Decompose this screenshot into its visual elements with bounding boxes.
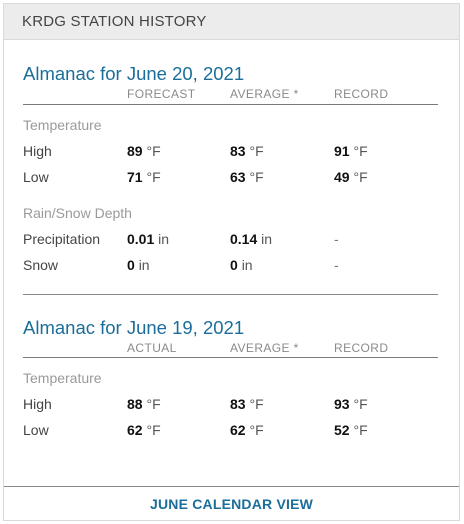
row-label-high: High [23, 143, 52, 159]
almanac-today-section: Almanac for June 20, 2021 FORECAST AVERA… [4, 40, 459, 295]
card-header: KRDG STATION HISTORY [4, 4, 459, 40]
temperature-group-label: Temperature [23, 117, 102, 133]
section-divider [23, 294, 438, 295]
snow-average-value: 0 in [230, 257, 253, 273]
almanac-today-title: Almanac for June 20, 2021 [23, 63, 245, 84]
column-header-actual: ACTUAL [127, 341, 177, 355]
table-row-high: High 88 °F 83 °F 93 °F [23, 391, 459, 417]
low-forecast-value: 71 °F [127, 169, 161, 185]
column-header-average: AVERAGE * [230, 341, 299, 355]
temperature-group-label: Temperature [23, 370, 102, 386]
row-label-snow: Snow [23, 257, 59, 273]
column-header-record: RECORD [334, 341, 389, 355]
station-history-card: KRDG STATION HISTORY Almanac for June 20… [3, 3, 460, 521]
column-header-forecast: FORECAST [127, 87, 196, 101]
column-header-record: RECORD [334, 87, 389, 101]
row-label-precipitation: Precipitation [23, 231, 101, 247]
low-average-value: 62 °F [230, 422, 264, 438]
high-average-value: 83 °F [230, 143, 264, 159]
high-record-value: 91 °F [334, 143, 368, 159]
card-title: KRDG STATION HISTORY [22, 13, 207, 30]
precip-record-value: - [334, 231, 339, 247]
low-record-value: 49 °F [334, 169, 368, 185]
low-average-value: 63 °F [230, 169, 264, 185]
column-header-average: AVERAGE * [230, 87, 299, 101]
card-footer: JUNE CALENDAR VIEW [4, 486, 459, 520]
row-label-high: High [23, 396, 52, 412]
snow-record-value: - [334, 257, 339, 273]
table-row-low: Low 71 °F 63 °F 49 °F [23, 164, 459, 190]
table-row-high: High 89 °F 83 °F 91 °F [23, 138, 459, 164]
table-row-low: Low 62 °F 62 °F 52 °F [23, 417, 459, 443]
high-actual-value: 88 °F [127, 396, 161, 412]
low-actual-value: 62 °F [127, 422, 161, 438]
table-row-precipitation: Precipitation 0.01 in 0.14 in - [23, 226, 459, 252]
high-forecast-value: 89 °F [127, 143, 161, 159]
almanac-yesterday-section: Almanac for June 19, 2021 ACTUAL AVERAGE… [4, 295, 459, 443]
precip-forecast-value: 0.01 in [127, 231, 170, 247]
row-label-low: Low [23, 169, 49, 185]
almanac-yesterday-column-headers: ACTUAL AVERAGE * RECORD [23, 339, 459, 361]
precip-group-label: Rain/Snow Depth [23, 205, 132, 221]
calendar-view-link[interactable]: JUNE CALENDAR VIEW [149, 495, 314, 512]
header-rule [23, 104, 438, 105]
high-record-value: 93 °F [334, 396, 368, 412]
almanac-today-column-headers: FORECAST AVERAGE * RECORD [23, 85, 459, 107]
low-record-value: 52 °F [334, 422, 368, 438]
high-average-value: 83 °F [230, 396, 264, 412]
row-label-low: Low [23, 422, 49, 438]
table-row-snow: Snow 0 in 0 in - [23, 252, 459, 278]
header-rule [23, 357, 438, 358]
precip-average-value: 0.14 in [230, 231, 273, 247]
snow-forecast-value: 0 in [127, 257, 150, 273]
almanac-yesterday-title: Almanac for June 19, 2021 [23, 317, 245, 338]
